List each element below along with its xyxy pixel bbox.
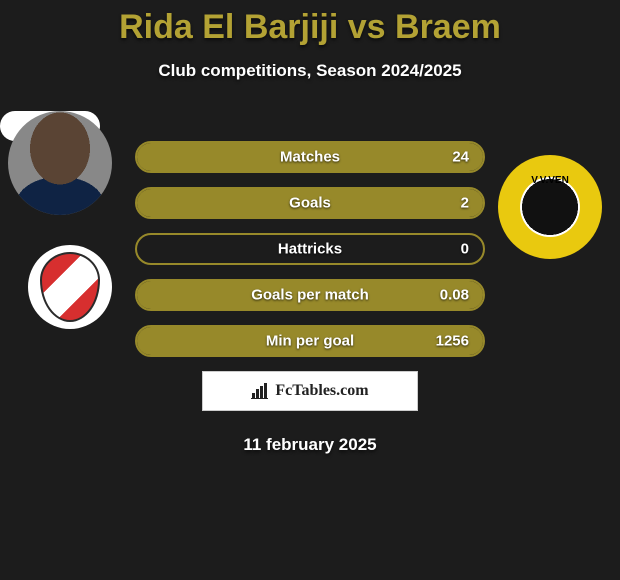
player-left-photo [8,111,112,215]
stat-bars: Matches 24 Goals 2 Hattricks 0 Goals per… [135,141,485,357]
club-left-logo [28,245,112,329]
club-right-logo: V.V.VEN [498,155,602,259]
stat-bar-goals-per-match: Goals per match 0.08 [135,279,485,311]
stat-bar-goals: Goals 2 [135,187,485,219]
brand-text: FcTables.com [275,382,368,400]
stat-metric-label: Hattricks [278,241,342,258]
subtitle: Club competitions, Season 2024/2025 [0,61,620,81]
brand-watermark: FcTables.com [202,371,418,411]
vvv-venlo-badge-icon: V.V.VEN [520,177,580,237]
comparison-panel: V.V.VEN Matches 24 Goals 2 Hattricks 0 [0,111,620,455]
stat-right-value: 0 [461,241,469,258]
vvv-text: V.V.VEN [531,175,569,186]
fc-utrecht-shield-icon [40,252,100,322]
stat-metric-label: Matches [280,149,340,166]
stat-metric-label: Goals per match [251,287,369,304]
page-title: Rida El Barjiji vs Braem [0,0,620,47]
stat-right-value: 0.08 [440,287,469,304]
stat-bar-matches: Matches 24 [135,141,485,173]
stat-bar-min-per-goal: Min per goal 1256 [135,325,485,357]
stat-right-value: 1256 [436,333,469,350]
stat-metric-label: Goals [289,195,331,212]
bar-chart-icon [251,383,271,399]
avatar [8,111,112,215]
stat-bar-hattricks: Hattricks 0 [135,233,485,265]
stat-right-value: 24 [452,149,469,166]
stat-metric-label: Min per goal [266,333,354,350]
date-text: 11 february 2025 [0,435,620,455]
stat-right-value: 2 [461,195,469,212]
